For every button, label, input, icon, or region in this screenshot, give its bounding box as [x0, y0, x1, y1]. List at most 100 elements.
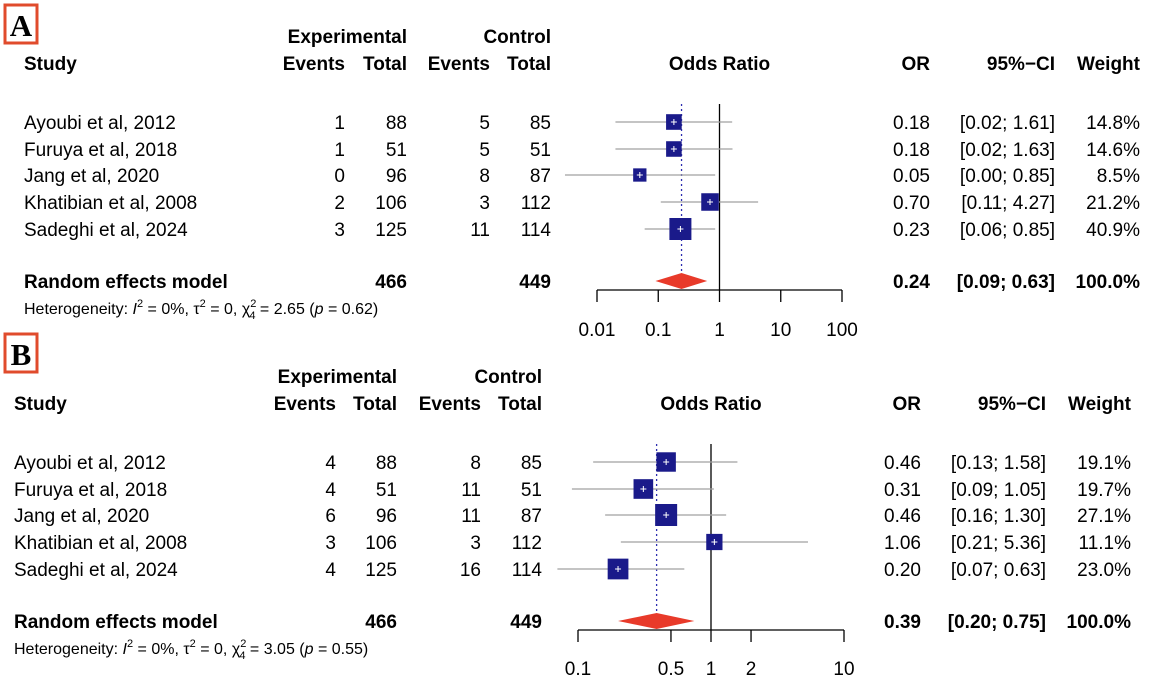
ctrl-events-cell: 5	[479, 140, 490, 161]
weight-cell: 14.6%	[1086, 140, 1140, 161]
exp-total-cell: 125	[365, 560, 397, 581]
weight-cell: 8.5%	[1097, 166, 1140, 187]
ctrl-total-cell: 112	[512, 533, 542, 554]
header-control: Control	[483, 27, 551, 48]
ctrl-total-cell: 85	[521, 453, 542, 474]
header-ctrl-total: Total	[507, 54, 551, 75]
pooled-or: 0.39	[884, 612, 921, 633]
exp-total-cell: 106	[365, 533, 397, 554]
exp-events-cell: 0	[334, 166, 345, 187]
or-cell: 0.20	[884, 560, 921, 581]
panel-label: B	[11, 337, 32, 372]
table-header: Experimental Control Study Events Total Event…	[24, 27, 1141, 75]
ctrl-total-cell: 114	[512, 560, 543, 581]
exp-events-cell: 3	[325, 533, 336, 554]
x-axis: 0.01 0.1 1 10 100	[579, 289, 858, 341]
header-or: OR	[902, 54, 931, 75]
or-cell: 0.18	[893, 140, 930, 161]
ctrl-events-cell: 11	[470, 220, 490, 241]
pooled-diamond	[655, 273, 708, 289]
study-name: Khatibian et al, 2008	[14, 533, 187, 554]
or-cell: 0.70	[893, 193, 930, 214]
weight-cell: 19.7%	[1077, 480, 1131, 501]
study-name: Furuya et al, 2018	[24, 140, 177, 161]
exp-events-cell: 4	[325, 453, 336, 474]
exp-total-cell: 106	[375, 193, 407, 214]
x-tick-label: 0.01	[579, 320, 616, 341]
ctrl-events-cell: 8	[479, 166, 490, 187]
study-name: Jang et al, 2020	[14, 506, 149, 527]
forest-panel-b: B Experimental Control Study Events Total Even…	[3, 332, 1132, 680]
ci-cell: [0.07; 0.63]	[951, 560, 1046, 581]
or-cell: 1.06	[884, 533, 921, 554]
pooled-weight: 100.0%	[1067, 612, 1132, 633]
or-cell: 0.46	[884, 453, 921, 474]
table-header: Experimental Control Study Events Total Event…	[14, 367, 1132, 415]
study-row: Ayoubi et al, 2012 4 88 8 85 0.46 [0.13; 1.58]…	[14, 452, 1131, 474]
weight-cell: 40.9%	[1086, 220, 1140, 241]
heterogeneity-stats: Heterogeneity: I2 = 0%, τ2 = 0, χ2 4 = 2.…	[24, 298, 378, 322]
exp-events-cell: 1	[334, 113, 345, 134]
header-ci: 95%−CI	[987, 54, 1055, 75]
exp-events-cell: 3	[334, 220, 345, 241]
ci-cell: [0.06; 0.85]	[960, 220, 1055, 241]
ci-cell: [0.02; 1.63]	[960, 140, 1055, 161]
ctrl-events-cell: 3	[470, 533, 481, 554]
study-row: Khatibian et al, 2008 3 106 3 112 1.06 [0.21; …	[14, 533, 1131, 554]
x-tick-label: 10	[833, 659, 854, 680]
pooled-diamond	[618, 613, 695, 629]
header-exp-total: Total	[363, 54, 407, 75]
ctrl-total-cell: 51	[530, 140, 551, 161]
header-exp-total: Total	[353, 394, 397, 415]
x-tick-label: 1	[706, 659, 717, 680]
header-experimental: Experimental	[288, 27, 407, 48]
header-ctrl-events: Events	[428, 54, 490, 75]
ctrl-total-cell: 114	[521, 220, 552, 241]
or-cell: 0.05	[893, 166, 930, 187]
ctrl-events-cell: 16	[460, 560, 481, 581]
study-row: Khatibian et al, 2008 2 106 3 112 0.70 [0.11; …	[24, 193, 1140, 214]
header-control: Control	[474, 367, 542, 388]
header-ci: 95%−CI	[978, 394, 1046, 415]
pooled-ci: [0.20; 0.75]	[948, 612, 1046, 633]
header-weight: Weight	[1077, 54, 1141, 75]
ci-cell: [0.21; 5.36]	[951, 533, 1046, 554]
study-name: Sadeghi et al, 2024	[14, 560, 178, 581]
pooled-exp-total: 466	[365, 612, 397, 633]
exp-events-cell: 2	[334, 193, 345, 214]
pooled-ci: [0.09; 0.63]	[957, 272, 1055, 293]
ci-cell: [0.13; 1.58]	[951, 453, 1046, 474]
ci-cell: [0.11; 4.27]	[961, 193, 1055, 214]
header-odds-ratio: Odds Ratio	[660, 394, 761, 415]
header-experimental: Experimental	[278, 367, 397, 388]
x-axis: 0.1 0.5 1 2 10	[565, 629, 855, 680]
exp-total-cell: 51	[386, 140, 407, 161]
ctrl-total-cell: 85	[530, 113, 551, 134]
header-study: Study	[24, 54, 77, 75]
study-name: Furuya et al, 2018	[14, 480, 167, 501]
pooled-weight: 100.0%	[1076, 272, 1141, 293]
panel-label-box	[3, 3, 39, 45]
study-row: Furuya et al, 2018 1 51 5 51 0.18 [0.02; 1.63]…	[24, 140, 1140, 161]
exp-total-cell: 125	[375, 220, 407, 241]
ci-cell: [0.02; 1.61]	[960, 113, 1055, 134]
exp-total-cell: 88	[386, 113, 407, 134]
x-tick-label: 0.5	[658, 659, 684, 680]
forest-panel-a: A Experimental Control Study Events Total Even…	[3, 3, 1141, 341]
ctrl-total-cell: 87	[521, 506, 542, 527]
panel-label-box	[3, 332, 39, 374]
study-name: Sadeghi et al, 2024	[24, 220, 188, 241]
x-tick-label: 100	[826, 320, 858, 341]
pooled-ctrl-total: 449	[519, 272, 551, 293]
ctrl-events-cell: 8	[470, 453, 481, 474]
pooled-or: 0.24	[893, 272, 930, 293]
heterogeneity-stats: Heterogeneity: I2 = 0%, τ2 = 0, χ2 4 = 3.…	[14, 638, 368, 662]
header-ctrl-events: Events	[419, 394, 481, 415]
pooled-exp-total: 466	[375, 272, 407, 293]
study-row: Furuya et al, 2018 4 51 11 51 0.31 [0.09; 1.05…	[14, 479, 1131, 501]
ci-cell: [0.16; 1.30]	[951, 506, 1046, 527]
pooled-row: Random effects model 466 449 0.39 [0.20; 0.7…	[14, 612, 1131, 633]
study-row: Jang et al, 2020 0 96 8 87 0.05 [0.00; 0.85] 8.…	[24, 166, 1140, 187]
weight-cell: 21.2%	[1086, 193, 1140, 214]
or-cell: 0.18	[893, 113, 930, 134]
